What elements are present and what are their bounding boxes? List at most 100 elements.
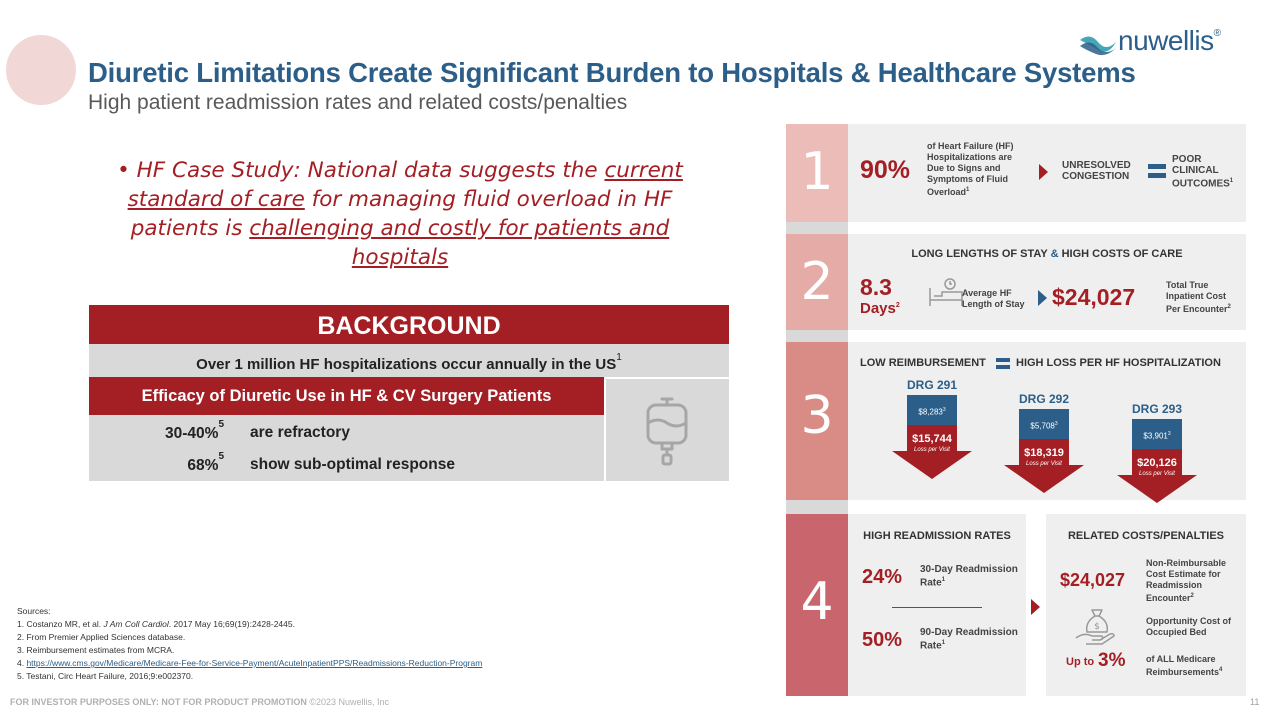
band-4 — [786, 514, 848, 696]
bullet: • — [117, 158, 130, 183]
band-3 — [786, 342, 848, 500]
footer-disclaimer: FOR INVESTOR PURPOSES ONLY: NOT FOR PROD… — [10, 697, 390, 707]
drg-292: DRG 292 $5,7083 $18,319 Loss per Visit — [1004, 392, 1084, 493]
efficacy-desc-2: show sub-optimal response — [250, 456, 455, 473]
inpatient-cost: $24,027 — [1052, 284, 1136, 310]
wave-logo-icon — [1080, 36, 1116, 56]
section-1-panel: 90% of Heart Failure (HF) Hospitalizatio… — [848, 124, 1246, 222]
drg-label: DRG 293 — [1131, 402, 1183, 416]
drg-291: DRG 291 $8,2833 $15,744 Loss per Visit — [892, 378, 972, 479]
band-gap-3 — [786, 500, 848, 514]
page-title: Diuretic Limitations Create Significant … — [88, 57, 1136, 88]
readmission-title: HIGH READMISSION RATES — [863, 530, 1011, 542]
case-study-emphasis-1: current standard of care — [127, 158, 683, 212]
arrow-right-icon — [1039, 164, 1048, 180]
inpatient-cost-label: Total True Inpatient Cost Per Encounter2 — [1166, 280, 1231, 314]
source-4: 4. https://www.cms.gov/Medicare/Medicare… — [17, 658, 483, 668]
case-study-part1: HF Case Study: National data suggests th… — [136, 158, 598, 183]
drg-reimbursement: $3,9013 — [1132, 419, 1182, 449]
fluid-overload-pct: 90% — [860, 156, 911, 184]
poor-outcomes-label: POOR CLINICAL OUTCOMES1 — [1172, 154, 1234, 190]
iv-bag-panel — [604, 377, 729, 481]
logo-text: nuwellis — [1118, 25, 1214, 56]
los-label: Average HF Length of Stay — [962, 288, 1025, 309]
band-gap-1 — [786, 222, 848, 234]
section-3-title-a: LOW REIMBURSEMENT — [860, 357, 986, 369]
iv-bag-icon — [646, 397, 688, 466]
equals-icon-2 — [996, 358, 1010, 373]
page-number: 11 — [1250, 697, 1260, 707]
svg-text:$: $ — [1094, 622, 1100, 632]
source-2: 2. From Premier Applied Sciences databas… — [17, 632, 186, 642]
penalty-label: of ALL Medicare Reimbursements4 — [1146, 654, 1223, 677]
sources: Sources: 1. Costanzo MR, et al. J Am Col… — [17, 605, 482, 683]
section-number-4: 4 — [800, 572, 834, 632]
decorative-circle — [6, 35, 76, 105]
nuwellis-logo: nuwellis® — [1078, 24, 1258, 58]
drg-293: DRG 293 $3,9013 $20,126 Loss per Visit — [1117, 402, 1197, 503]
readmission-cost: $24,027 — [1060, 570, 1126, 590]
hospital-bed-icon — [929, 278, 963, 306]
loss-arrow: $15,744 Loss per Visit — [892, 425, 972, 479]
loss-arrow: $18,319 Loss per Visit — [1004, 439, 1084, 493]
section-2-title: LONG LENGTHS OF STAY & HIGH COSTS OF CAR… — [911, 248, 1183, 260]
case-study-text: • HF Case Study: National data suggests … — [100, 156, 700, 272]
drg-label: DRG 291 — [906, 378, 958, 392]
infographic: 1 2 3 4 90% of Heart Failure (HF) Hospit… — [786, 124, 1246, 696]
readmission-30-pct: 24% — [862, 566, 903, 588]
readmission-30-label: 30-Day Readmission Rate1 — [920, 564, 1018, 589]
section-4-left-panel: HIGH READMISSION RATES 24% 30-Day Readmi… — [848, 514, 1026, 696]
background-heading: BACKGROUND — [89, 305, 729, 344]
efficacy-heading: Efficacy of Diuretic Use in HF & CV Surg… — [89, 377, 604, 415]
upto-label: Up to — [1066, 656, 1095, 668]
stat-ref: 1 — [616, 352, 622, 363]
drg-reimbursement: $5,7083 — [1019, 409, 1069, 439]
drg-loss: $18,319 — [1024, 447, 1064, 459]
section-number-2: 2 — [800, 252, 834, 312]
readmission-90-label: 90-Day Readmission Rate1 — [920, 627, 1018, 652]
drg-loss: $15,744 — [912, 433, 952, 445]
efficacy-rows: 30-40%5 are refractory 68%5 show sub-opt… — [89, 415, 604, 481]
efficacy-pct-2: 68%5 — [187, 451, 224, 475]
drg-reimbursement: $8,2833 — [907, 395, 957, 425]
drg-label: DRG 292 — [1018, 392, 1070, 406]
section-3-panel: LOW REIMBURSEMENT HIGH LOSS PER HF HOSPI… — [848, 342, 1246, 503]
section-3-title-b: HIGH LOSS PER HF HOSPITALIZATION — [1016, 357, 1221, 369]
readmission-90-pct: 50% — [862, 629, 903, 651]
section-4-right-panel: RELATED COSTS/PENALTIES $24,027 Non-Reim… — [1046, 514, 1246, 696]
section-number-3: 3 — [800, 386, 834, 446]
hospitalization-stat-text: Over 1 million HF hospitalizations occur… — [196, 356, 617, 373]
fluid-overload-desc: of Heart Failure (HF) Hospitalizations a… — [927, 141, 1014, 197]
efficacy-pct-1: 30-40%5 — [165, 419, 224, 443]
case-study-part2: for managing fluid overload in HF patien… — [130, 187, 673, 241]
source-1: 1. Costanzo MR, et al. J Am Coll Cardiol… — [17, 619, 295, 629]
page-subtitle: High patient readmission rates and relat… — [88, 91, 628, 114]
cms-link[interactable]: https://www.cms.gov/Medicare/Medicare-Fe… — [26, 658, 483, 668]
hospitalization-stat: Over 1 million HF hospitalizations occur… — [89, 344, 729, 377]
unresolved-congestion-label: UNRESOLVED CONGESTION — [1062, 160, 1131, 182]
arrow-right-blue-icon — [1038, 290, 1047, 306]
band-2 — [786, 234, 848, 330]
sources-heading: Sources: — [17, 606, 51, 616]
los-days-label: Days2 — [860, 300, 900, 317]
band-1 — [786, 124, 848, 222]
efficacy-desc-1: are refractory — [250, 424, 350, 441]
divider — [892, 607, 982, 608]
source-3: 3. Reimbursement estimates from MCRA. — [17, 645, 175, 655]
band-gap-2 — [786, 330, 848, 342]
equals-icon — [1148, 164, 1166, 182]
money-bag-hand-icon: $ — [1075, 609, 1115, 645]
arrow-right-icon-2 — [1031, 599, 1040, 615]
penalty-pct: 3% — [1098, 650, 1126, 671]
loss-arrow: $20,126 Loss per Visit — [1117, 449, 1197, 503]
drg-loss: $20,126 — [1137, 457, 1177, 469]
costs-penalties-title: RELATED COSTS/PENALTIES — [1067, 530, 1225, 542]
opportunity-cost-label: Opportunity Cost of Occupied Bed — [1146, 616, 1231, 637]
section-2-panel: LONG LENGTHS OF STAY & HIGH COSTS OF CAR… — [848, 234, 1246, 330]
readmission-cost-label: Non-Reimbursable Cost Estimate for Readm… — [1146, 558, 1227, 603]
los-days-value: 8.3 — [860, 274, 892, 300]
source-5: 5. Testani, Circ Heart Failure, 2016;9:e… — [17, 671, 194, 681]
registered-mark: ® — [1213, 27, 1221, 39]
section-number-1: 1 — [800, 142, 834, 202]
case-study-emphasis-2: challenging and costly for patients and … — [249, 216, 670, 270]
